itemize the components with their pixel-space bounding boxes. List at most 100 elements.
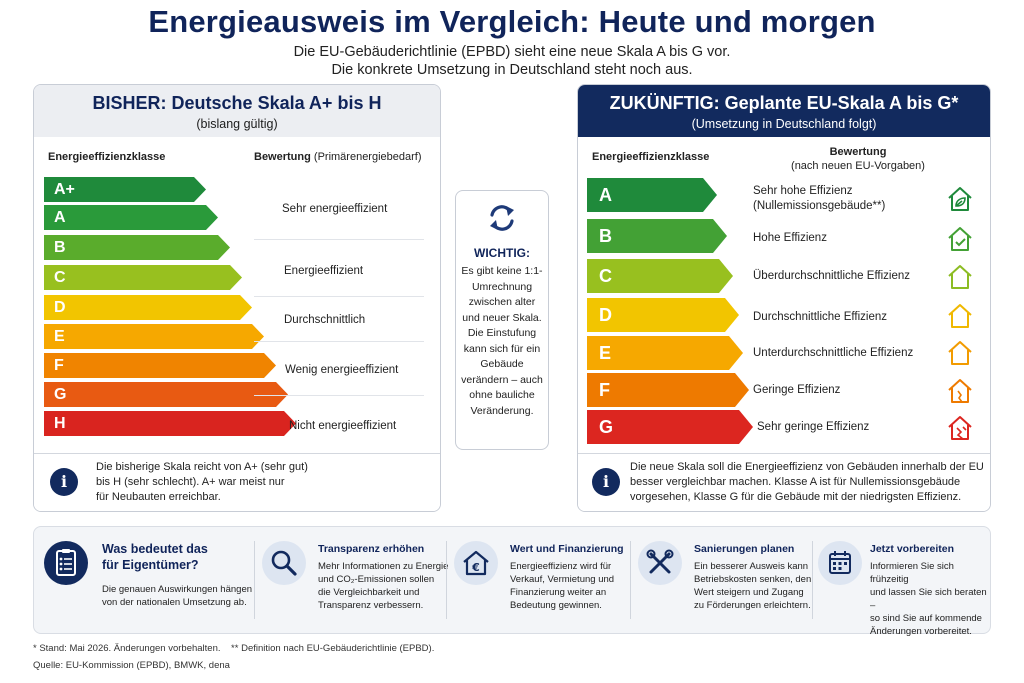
new-class-bar-f: F	[587, 373, 749, 407]
new-scale-panel: ZUKÜNFTIG: Geplante EU-Skala A bis G* (U…	[577, 84, 991, 512]
old-scale-info-text: Die bisherige Skala reicht von A+ (sehr …	[96, 460, 308, 505]
prepare-line: Änderungen vorbereitet.	[870, 626, 972, 637]
euro-house-icon: €	[454, 541, 498, 585]
damaged-house-icon	[948, 416, 972, 440]
old-rating-1: Sehr energieeffizient	[282, 203, 388, 215]
new-rating-f: Geringe Effizienz	[753, 384, 841, 396]
clipboard-icon	[44, 541, 88, 585]
important-note-title: WICHTIG:	[474, 246, 530, 260]
old-class-bar-e: E	[44, 324, 264, 349]
magnifier-icon	[262, 541, 306, 585]
calendar-icon	[818, 541, 862, 585]
new-class-bar-e: E	[587, 336, 743, 370]
new-scale-title: ZUKÜNFTIG: Geplante EU-Skala A bis G*	[609, 93, 959, 113]
page-title: Energieausweis im Vergleich: Heute und m…	[148, 4, 876, 39]
finance-text: Energieeffizienz wird für Verkauf, Vermi…	[510, 560, 614, 612]
old-rating-divider	[254, 395, 424, 396]
owner-question-title-line1: Was bedeutet das	[102, 542, 208, 556]
old-class-bar-b: B	[44, 235, 230, 260]
check-house-icon	[948, 227, 972, 251]
new-scale-info: i Die neue Skala soll die Energieeffizie…	[578, 453, 990, 511]
finance-line: Finanzierung weiter an	[510, 587, 607, 598]
new-scale-info-text: Die neue Skala soll die Energieeffizienz…	[630, 460, 984, 505]
old-rating-3: Durchschnittlich	[284, 314, 366, 326]
tools-icon	[638, 541, 682, 585]
new-rating-c: Überdurchschnittliche Effizienz	[753, 270, 911, 282]
old-class-bar-d: D	[44, 295, 252, 320]
renovation-text: Ein besserer Ausweis kann Betriebskosten…	[694, 560, 811, 612]
new-rating-e: Unterdurchschnittliche Effizienz	[753, 347, 914, 359]
cracked-house-icon	[948, 379, 972, 403]
info-icon: i	[592, 468, 620, 496]
prepare-text: Informieren Sie sich frühzeitig und lass…	[870, 560, 990, 638]
new-rating-a: Sehr hohe Effizienz (Nullemissionsgebäud…	[753, 184, 885, 214]
renovation-title: Sanierungen planen	[694, 543, 795, 555]
important-note-box: WICHTIG: Es gibt keine 1:1-Umrechnung zw…	[455, 190, 549, 450]
transparency-title: Transparenz erhöhen	[318, 543, 425, 555]
old-col-rating: Bewertung (Primärenergiebedarf)	[254, 151, 422, 163]
finance-line: Energieeffizienz wird für	[510, 561, 612, 572]
owner-question-line: Die genauen Auswirkungen hängen	[102, 584, 253, 595]
old-rating-2: Energieeffizient	[284, 265, 364, 277]
new-info-line: vorgesehen, Klasse G für die Gebäude mit…	[630, 491, 962, 503]
finance-title: Wert und Finanzierung	[510, 543, 624, 555]
strip-divider	[812, 541, 813, 619]
transparency-line: die Vergleichbarkeit und	[318, 587, 420, 598]
old-rating-4: Wenig energieeffizient	[285, 364, 399, 376]
new-class-bar-g: G	[587, 410, 753, 444]
old-class-bar-a: A	[44, 205, 218, 230]
renovation-line: Betriebskosten senken, den	[694, 574, 812, 585]
old-col-rating-label: Bewertung	[254, 151, 311, 163]
new-rating-d: Durchschnittliche Effizienz	[753, 311, 888, 323]
new-rating-a-note: (Nullemissionsgebäude**)	[753, 200, 886, 212]
old-class-bar-a-plus: A+	[44, 177, 206, 202]
new-rating-g: Sehr geringe Effizienz	[757, 421, 870, 433]
old-class-bar-f: F	[44, 353, 276, 378]
page-subtitle-line2: Die konkrete Umsetzung in Deutschland st…	[331, 62, 693, 78]
new-info-line: Die neue Skala soll die Energieeffizienz…	[630, 461, 984, 473]
old-rating-divider	[254, 296, 424, 297]
renovation-line: Ein besserer Ausweis kann	[694, 561, 809, 572]
old-info-line: für Neubauten erreichbar.	[96, 491, 221, 503]
refresh-icon	[490, 205, 514, 231]
strip-divider	[254, 541, 255, 619]
old-scale-title: BISHER: Deutsche Skala A+ bis H	[92, 93, 382, 113]
house-icon	[948, 341, 972, 365]
owner-question-title-line2: für Eigentümer?	[102, 558, 199, 572]
new-col-class: Energieeffizienzklasse	[592, 151, 710, 163]
new-class-bar-d: D	[587, 298, 739, 332]
old-scale-subtitle: (bislang gültig)	[196, 117, 278, 131]
page-subtitle-line1: Die EU-Gebäuderichtlinie (EPBD) sieht ei…	[293, 44, 731, 60]
strip-divider	[446, 541, 447, 619]
new-class-bar-b: B	[587, 219, 727, 253]
house-icon	[948, 304, 972, 328]
transparency-line: und CO₂-Emissionen sollen	[318, 574, 435, 585]
new-rating-a-label: Sehr hohe Effizienz	[753, 185, 853, 197]
new-col-rating-sub: (nach neuen EU-Vorgaben)	[791, 160, 925, 172]
old-class-bar-c: C	[44, 265, 242, 290]
old-scale-header: BISHER: Deutsche Skala A+ bis H (bislang…	[34, 85, 440, 137]
source-note: Quelle: EU-Kommission (EPBD), BMWK, dena	[33, 660, 230, 671]
new-info-line: besser vergleichbar machen. Klasse A ist…	[630, 476, 961, 488]
info-icon: i	[50, 468, 78, 496]
renovation-line: zu Förderungen erleichtern.	[694, 600, 811, 611]
new-class-bar-c: C	[587, 259, 733, 293]
important-note-text: Es gibt keine 1:1-Umrechnung zwischen al…	[461, 265, 543, 417]
old-class-bar-h: H	[44, 411, 296, 436]
prepare-line: Informieren Sie sich frühzeitig	[870, 561, 954, 585]
transparency-line: Transparenz verbessern.	[318, 600, 424, 611]
old-rating-divider	[254, 341, 424, 342]
svg-text:€: €	[471, 561, 480, 574]
transparency-text: Mehr Informationen zu Energie und CO₂-Em…	[318, 560, 448, 612]
old-scale-panel: BISHER: Deutsche Skala A+ bis H (bislang…	[33, 84, 441, 512]
owner-info-strip: Was bedeutet das für Eigentümer? Die gen…	[33, 526, 991, 637]
old-col-rating-sub: (Primärenergiebedarf)	[313, 151, 422, 163]
old-info-line: Die bisherige Skala reicht von A+ (sehr …	[96, 461, 308, 473]
owner-question-text: Die genauen Auswirkungen hängen von der …	[102, 583, 252, 609]
new-rating-b: Hohe Effizienz	[753, 232, 827, 244]
finance-line: Verkauf, Vermietung und	[510, 574, 615, 585]
owner-question-line: von der nationalen Umsetzung ab.	[102, 597, 247, 608]
finance-line: Bedeutung gewinnen.	[510, 600, 602, 611]
owner-question-title: Was bedeutet das für Eigentümer?	[102, 541, 208, 573]
old-rating-5: Nicht energieeffizient	[289, 420, 397, 432]
